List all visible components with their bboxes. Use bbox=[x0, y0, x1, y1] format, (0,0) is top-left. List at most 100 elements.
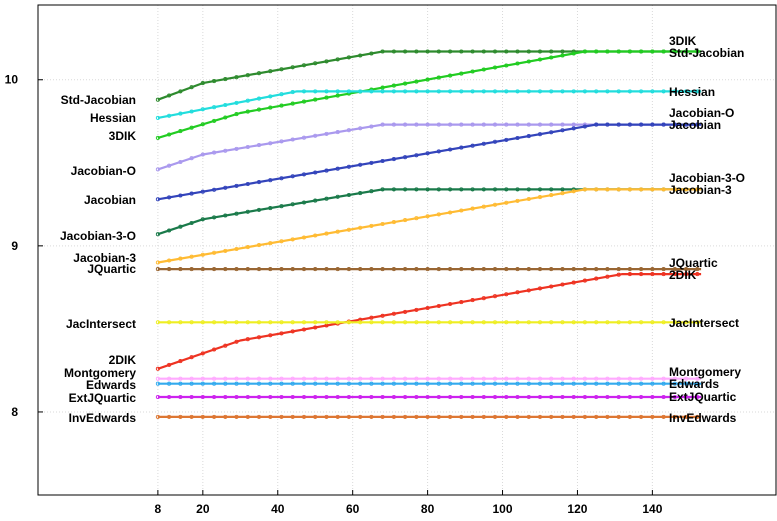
left-series-label: Jacobian-O bbox=[71, 164, 136, 178]
data-point bbox=[369, 124, 374, 129]
data-point bbox=[324, 381, 329, 386]
data-point bbox=[695, 187, 700, 192]
data-point bbox=[672, 414, 677, 419]
data-point bbox=[549, 267, 554, 272]
left-series-label: Edwards bbox=[86, 378, 136, 392]
data-point bbox=[290, 237, 295, 242]
data-point bbox=[313, 89, 318, 94]
data-point bbox=[549, 414, 554, 419]
data-point bbox=[571, 414, 576, 419]
data-point bbox=[403, 394, 408, 400]
data-point bbox=[279, 103, 284, 108]
data-point bbox=[279, 176, 284, 181]
data-point bbox=[560, 53, 565, 58]
data-point bbox=[189, 376, 194, 381]
data-point bbox=[223, 102, 228, 108]
data-point bbox=[155, 232, 160, 237]
data-point bbox=[448, 49, 453, 54]
data-point bbox=[504, 122, 509, 127]
data-point bbox=[605, 394, 610, 400]
data-point bbox=[178, 111, 183, 116]
data-point bbox=[346, 376, 351, 381]
data-point bbox=[616, 376, 621, 381]
data-point bbox=[414, 267, 419, 272]
data-point bbox=[358, 381, 363, 386]
data-point bbox=[436, 376, 441, 381]
data-point bbox=[234, 100, 239, 105]
data-point bbox=[492, 202, 498, 207]
data-point bbox=[380, 376, 385, 381]
left-series-label: Jacobian-3 bbox=[73, 251, 136, 265]
data-point bbox=[155, 267, 160, 272]
data-point bbox=[301, 172, 307, 177]
data-point bbox=[594, 381, 599, 386]
data-point bbox=[661, 49, 666, 54]
data-point bbox=[256, 143, 262, 148]
data-point bbox=[155, 135, 160, 140]
data-point bbox=[436, 122, 441, 127]
data-point bbox=[537, 132, 543, 137]
data-point bbox=[684, 414, 689, 419]
data-point bbox=[346, 394, 351, 400]
data-point bbox=[661, 320, 666, 325]
data-point bbox=[560, 282, 565, 287]
data-point bbox=[481, 394, 486, 400]
data-point bbox=[335, 93, 340, 98]
data-point bbox=[436, 49, 441, 54]
data-point bbox=[301, 394, 307, 400]
data-point bbox=[290, 414, 295, 419]
data-point bbox=[324, 320, 329, 325]
data-point bbox=[560, 191, 565, 196]
data-point bbox=[627, 414, 632, 419]
series-markers bbox=[155, 272, 700, 371]
data-point bbox=[403, 267, 408, 272]
data-point bbox=[684, 272, 689, 277]
data-point bbox=[324, 95, 329, 100]
data-point bbox=[391, 122, 396, 127]
data-point bbox=[189, 267, 194, 272]
data-point bbox=[459, 267, 464, 272]
data-point bbox=[470, 49, 475, 54]
data-point bbox=[223, 77, 228, 82]
data-point bbox=[268, 320, 273, 325]
data-point bbox=[268, 105, 273, 110]
data-point bbox=[223, 267, 228, 272]
data-point bbox=[661, 414, 666, 419]
data-point bbox=[189, 381, 194, 386]
data-point bbox=[178, 359, 183, 364]
data-point bbox=[155, 167, 160, 172]
data-point bbox=[695, 272, 700, 277]
data-point bbox=[571, 320, 576, 325]
data-point bbox=[414, 49, 419, 54]
data-point bbox=[245, 181, 250, 187]
data-point bbox=[178, 414, 183, 419]
data-point bbox=[200, 267, 205, 272]
data-point bbox=[369, 223, 374, 228]
data-point bbox=[504, 414, 509, 419]
data-point bbox=[492, 394, 498, 400]
data-point bbox=[650, 376, 655, 381]
data-point bbox=[526, 49, 531, 54]
data-point bbox=[178, 320, 183, 325]
data-point bbox=[223, 414, 228, 419]
data-point bbox=[684, 89, 689, 94]
data-point bbox=[448, 414, 453, 419]
data-point bbox=[268, 381, 273, 386]
data-point bbox=[650, 381, 655, 386]
data-point bbox=[324, 59, 329, 64]
data-point bbox=[301, 99, 307, 104]
data-point bbox=[448, 210, 453, 215]
data-point bbox=[178, 159, 183, 165]
data-point bbox=[549, 49, 554, 54]
data-point bbox=[403, 81, 408, 86]
data-point bbox=[403, 218, 408, 223]
data-point bbox=[414, 122, 419, 127]
data-point bbox=[436, 187, 441, 192]
data-point bbox=[639, 272, 644, 277]
data-point bbox=[245, 144, 250, 150]
data-point bbox=[425, 77, 430, 82]
data-point bbox=[470, 298, 475, 303]
data-point bbox=[515, 394, 520, 400]
data-point bbox=[212, 215, 217, 220]
data-point bbox=[436, 149, 441, 154]
